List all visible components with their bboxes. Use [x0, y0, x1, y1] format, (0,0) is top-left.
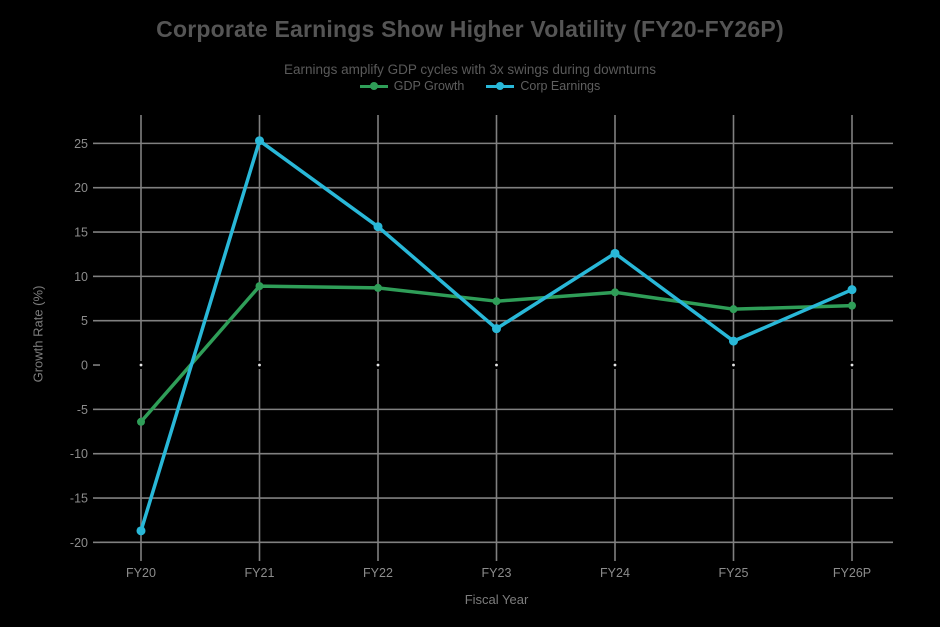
y-tick-label: 0	[81, 359, 88, 373]
y-tick-label: 5	[81, 314, 88, 328]
zero-intersection-dot	[613, 363, 617, 367]
x-tick-label: FY22	[363, 566, 393, 580]
x-tick-label: FY26P	[833, 566, 871, 580]
zero-intersection-dot	[258, 363, 261, 367]
x-tick-label: FY25	[719, 566, 749, 580]
legend-line-marker-icon	[486, 82, 515, 91]
data-point-marker	[137, 417, 145, 426]
x-axis-title: Fiscal Year	[464, 592, 529, 607]
zero-intersection-dot	[850, 363, 854, 367]
chart-subtitle: Earnings amplify GDP cycles with 3x swin…	[284, 62, 656, 77]
legend-line-marker-icon	[359, 82, 388, 91]
y-tick-label: -5	[77, 403, 88, 417]
data-point-marker	[492, 297, 501, 306]
y-tick-label: -20	[70, 536, 88, 550]
data-point-marker	[729, 336, 738, 346]
data-point-marker	[729, 305, 738, 314]
y-tick-label: 25	[74, 137, 88, 151]
data-point-marker	[374, 283, 382, 292]
legend: GDP Growth Corp Earnings	[0, 79, 940, 93]
y-tick-label: -10	[70, 447, 88, 461]
zero-intersection-dot	[376, 363, 380, 367]
legend-label: Corp Earnings	[520, 79, 601, 93]
x-tick-label: FY24	[600, 566, 630, 580]
x-tick-label: FY21	[245, 566, 275, 580]
y-axis-title: Growth Rate (%)	[30, 285, 46, 383]
chart-title: Corporate Earnings Show Higher Volatilit…	[156, 16, 784, 42]
data-point-marker	[492, 324, 501, 334]
y-tick-label: 15	[74, 226, 88, 240]
y-tick-label: 10	[74, 270, 88, 284]
legend-item-corp-earnings: Corp Earnings	[486, 79, 600, 93]
data-point-marker	[255, 136, 264, 146]
data-point-marker	[255, 282, 264, 291]
data-point-marker	[611, 288, 619, 297]
y-tick-label: -15	[70, 492, 88, 506]
zero-intersection-dot	[495, 363, 498, 367]
data-point-marker	[848, 301, 856, 310]
data-point-marker	[136, 526, 146, 536]
legend-item-gdp-growth: GDP Growth	[359, 79, 465, 93]
x-tick-label: FY23	[482, 566, 512, 580]
y-tick-label: 20	[74, 181, 88, 195]
zero-intersection-dot	[732, 363, 735, 367]
data-point-marker	[847, 285, 857, 295]
zero-intersection-dot	[139, 363, 143, 367]
legend-label: GDP Growth	[393, 79, 465, 93]
data-point-marker	[373, 222, 383, 232]
data-point-marker	[610, 248, 620, 258]
x-tick-label: FY20	[126, 566, 156, 580]
